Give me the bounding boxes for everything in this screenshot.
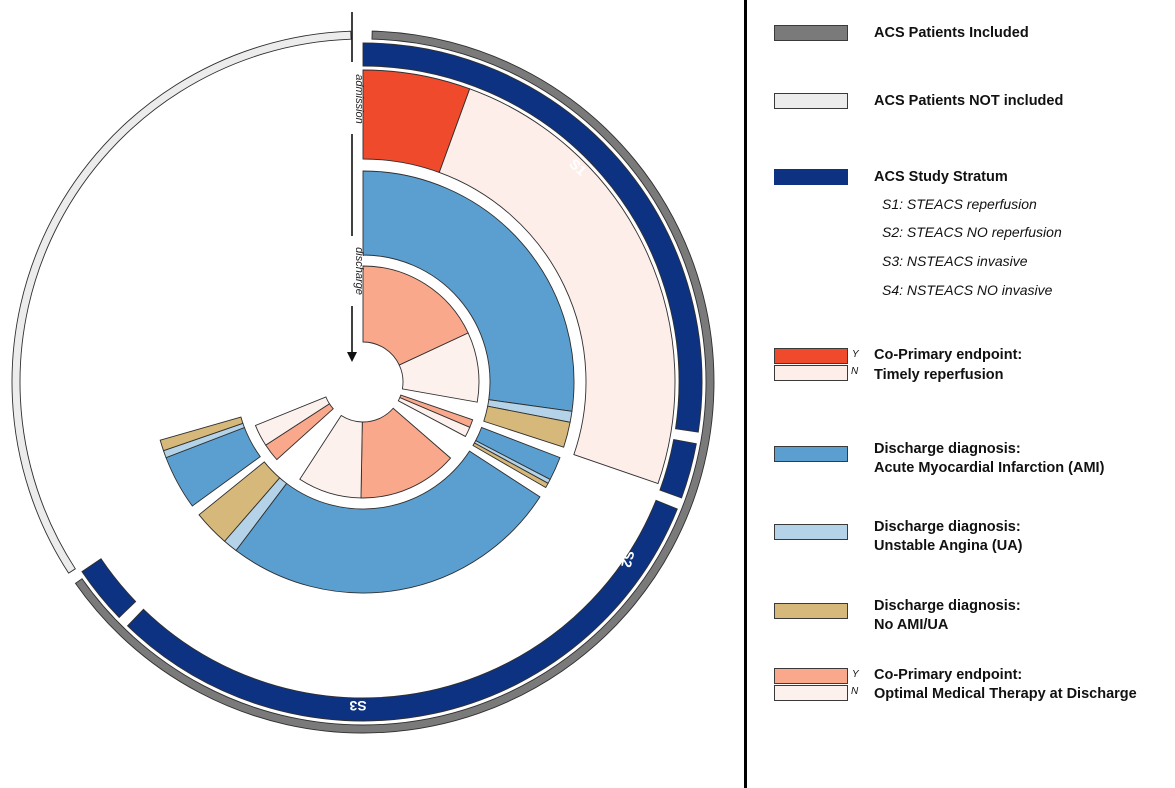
legend-reperfusion-no-label: N xyxy=(851,366,859,377)
omt-s3-yes-arc xyxy=(360,407,452,499)
stratum-label-s3: S3 xyxy=(349,698,366,714)
legend-swatch-omt-yes xyxy=(774,668,848,684)
legend-s1: S1: STEACS reperfusion xyxy=(882,196,1037,212)
omt-s1-no-arc xyxy=(398,332,480,403)
legend-ami-title: Discharge diagnosis: xyxy=(874,441,1021,457)
reperfusion-no-arc xyxy=(438,88,676,485)
diagnosis-s3-ami-arc xyxy=(235,450,541,594)
omt-s2-no-arc xyxy=(397,397,471,438)
diagnosis-s1-ami-arc xyxy=(362,170,575,412)
legend-swatch-reperfusion-no xyxy=(774,365,848,381)
legend-swatch-no-ami-ua xyxy=(774,603,848,619)
stratum-s3-arc xyxy=(126,499,678,722)
legend-swatch-omt-no xyxy=(774,685,848,701)
legend-swatch-ami xyxy=(774,446,848,462)
legend-label-not-included: ACS Patients NOT included xyxy=(874,93,1064,109)
legend-reperfusion-yes-label: Y xyxy=(852,349,859,360)
legend-s3: S3: NSTEACS invasive xyxy=(882,253,1028,269)
legend-omt-title: Co-Primary endpoint: xyxy=(874,667,1023,683)
stratum-s1-arc xyxy=(362,42,703,433)
legend-swatch-not-included xyxy=(774,93,848,109)
legend-ua-title: Discharge diagnosis: xyxy=(874,519,1021,535)
stratum-label-s4: S4 xyxy=(77,531,100,555)
omt-s4-no-arc xyxy=(254,396,331,446)
legend-noami-title: Discharge diagnosis: xyxy=(874,598,1021,614)
diagnosis-s2-noami-arc xyxy=(472,442,549,489)
legend-ami-sub: Acute Myocardial Infarction (AMI) xyxy=(874,460,1105,476)
legend-swatch-ua xyxy=(774,524,848,540)
diagnosis-s1-noami-arc xyxy=(483,405,571,448)
legend-swatch-reperfusion-yes xyxy=(774,348,848,364)
sunburst-diagram: admission discharge S1 S2 S3 S4 xyxy=(11,12,715,734)
diagnosis-s3-noami-arc xyxy=(198,461,281,542)
diagnosis-s4-noami-arc xyxy=(159,416,244,452)
legend-omt-sub: Optimal Medical Therapy at Discharge xyxy=(874,686,1137,702)
stratum-s4-arc xyxy=(81,558,137,619)
legend-swatch-included xyxy=(774,25,848,41)
omt-s3-no-arc xyxy=(299,414,363,499)
stratum-s2-arc xyxy=(659,439,697,499)
omt-s1-yes-arc xyxy=(362,265,469,366)
legend-noami-sub: No AMI/UA xyxy=(874,617,949,633)
legend-swatch-stratum xyxy=(774,169,848,185)
legend-s4: S4: NSTEACS NO invasive xyxy=(882,282,1053,298)
legend-label-included: ACS Patients Included xyxy=(874,25,1029,41)
legend-omt-yes-label: Y xyxy=(852,669,859,680)
timeline-axis xyxy=(342,12,362,362)
ring-not-included xyxy=(11,30,352,574)
legend-label-stratum: ACS Study Stratum xyxy=(874,169,1008,185)
legend: ACS Patients Included ACS Patients NOT i… xyxy=(770,0,1170,788)
ring-included xyxy=(74,30,715,734)
divider xyxy=(744,0,747,788)
stratum-label-s2: S2 xyxy=(618,549,638,570)
legend-ua-sub: Unstable Angina (UA) xyxy=(874,538,1023,554)
axis-label-discharge: discharge xyxy=(353,247,365,295)
legend-reperfusion-sub: Timely reperfusion xyxy=(874,367,1004,383)
legend-omt-no-label: N xyxy=(851,686,859,697)
legend-reperfusion-title: Co-Primary endpoint: xyxy=(874,347,1023,363)
legend-s2: S2: STEACS NO reperfusion xyxy=(882,224,1062,240)
axis-label-admission: admission xyxy=(353,74,365,124)
